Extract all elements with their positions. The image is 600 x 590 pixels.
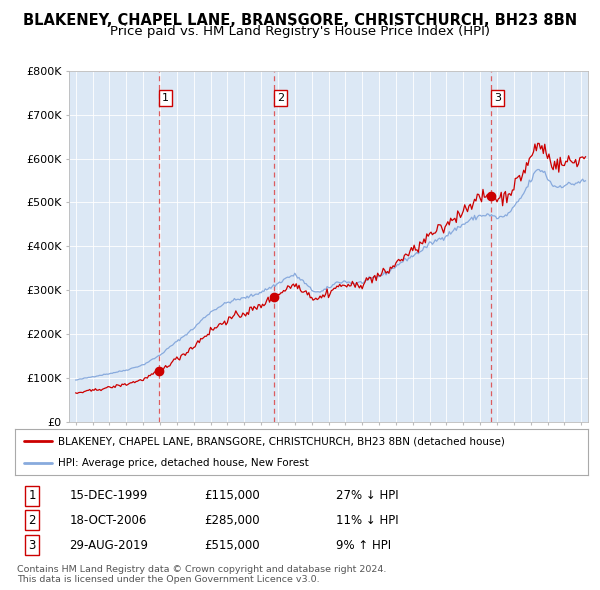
Text: 11% ↓ HPI: 11% ↓ HPI <box>336 514 398 527</box>
Text: 9% ↑ HPI: 9% ↑ HPI <box>336 539 391 552</box>
Text: Contains HM Land Registry data © Crown copyright and database right 2024.
This d: Contains HM Land Registry data © Crown c… <box>17 565 386 584</box>
Text: BLAKENEY, CHAPEL LANE, BRANSGORE, CHRISTCHURCH, BH23 8BN: BLAKENEY, CHAPEL LANE, BRANSGORE, CHRIST… <box>23 13 577 28</box>
Text: 27% ↓ HPI: 27% ↓ HPI <box>336 489 398 502</box>
Text: 18-OCT-2006: 18-OCT-2006 <box>70 514 147 527</box>
Text: BLAKENEY, CHAPEL LANE, BRANSGORE, CHRISTCHURCH, BH23 8BN (detached house): BLAKENEY, CHAPEL LANE, BRANSGORE, CHRIST… <box>58 437 505 447</box>
Text: £515,000: £515,000 <box>204 539 260 552</box>
Text: 3: 3 <box>29 539 36 552</box>
Text: 1: 1 <box>162 93 169 103</box>
Text: 15-DEC-1999: 15-DEC-1999 <box>70 489 148 502</box>
Text: 1: 1 <box>28 489 36 502</box>
Text: Price paid vs. HM Land Registry's House Price Index (HPI): Price paid vs. HM Land Registry's House … <box>110 25 490 38</box>
Text: £115,000: £115,000 <box>204 489 260 502</box>
Text: 2: 2 <box>28 514 36 527</box>
Text: HPI: Average price, detached house, New Forest: HPI: Average price, detached house, New … <box>58 457 309 467</box>
Text: £285,000: £285,000 <box>204 514 260 527</box>
Text: 29-AUG-2019: 29-AUG-2019 <box>70 539 148 552</box>
Text: 2: 2 <box>277 93 284 103</box>
Text: 3: 3 <box>494 93 501 103</box>
